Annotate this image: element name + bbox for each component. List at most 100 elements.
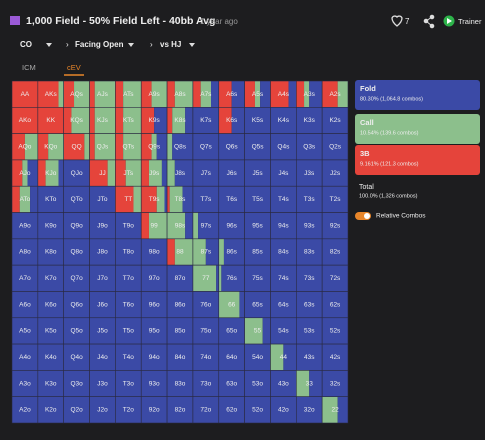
age: 1 year ago <box>200 17 238 26</box>
tab-active[interactable]: cEV <box>67 63 81 72</box>
mix-segment <box>270 212 297 239</box>
mix-segment <box>218 238 224 266</box>
mix-segment <box>115 238 142 266</box>
mix-segment <box>89 370 116 397</box>
mix-segment <box>63 396 90 423</box>
mix-segment <box>24 133 38 160</box>
mix-segment <box>167 344 193 371</box>
mix-segment <box>270 238 297 266</box>
mix-segment <box>244 238 271 266</box>
hand-label: 82s <box>330 249 341 256</box>
mix-segment <box>254 81 261 108</box>
hand-label: A5o <box>19 328 31 335</box>
mix-segment <box>89 133 95 160</box>
hand-label: JTs <box>123 170 134 177</box>
mix-segment <box>22 159 28 187</box>
hand-label: J6o <box>97 301 108 308</box>
hand-label: 97o <box>149 275 160 282</box>
mix-segment <box>37 133 49 160</box>
like-count: 7 <box>405 17 410 26</box>
mix-segment <box>12 370 38 397</box>
mix-segment <box>167 265 193 292</box>
mix-segment <box>172 107 186 134</box>
mix-segment <box>192 159 219 187</box>
tab[interactable]: ICM <box>22 63 36 72</box>
mix-segment <box>89 291 116 318</box>
hand-label: J2s <box>330 170 341 177</box>
filter[interactable]: Facing Open <box>75 40 124 49</box>
hand-label: T6s <box>226 196 238 203</box>
hand-label: T4o <box>123 354 135 361</box>
hand-label: QTs <box>123 143 135 150</box>
trainer[interactable]: Trainer <box>458 17 482 26</box>
hand-label: K7o <box>45 275 57 282</box>
mix-segment <box>244 396 271 423</box>
mix-segment <box>141 159 149 187</box>
filter[interactable]: CO <box>20 40 32 49</box>
mix-segment <box>161 159 168 187</box>
hand-label: 86o <box>175 301 186 308</box>
mix-segment <box>167 159 175 187</box>
mix-segment <box>192 291 219 318</box>
mix-segment <box>37 186 64 213</box>
hand-label: K4o <box>45 354 57 361</box>
hand-label: Q7s <box>200 143 213 150</box>
hand-label: TT <box>124 196 132 203</box>
mix-segment <box>12 159 23 187</box>
mix-segment <box>115 396 142 423</box>
mix-segment <box>167 317 193 345</box>
mix-segment <box>218 186 245 213</box>
mix-segment <box>45 159 59 187</box>
hand-label: 66 <box>228 301 236 308</box>
mix-segment <box>48 133 64 160</box>
hand-label: J5o <box>97 328 108 335</box>
mix-segment <box>172 133 193 160</box>
hand-label: 42o <box>278 407 289 414</box>
mix-segment <box>174 81 193 108</box>
hand-label: 43s <box>304 354 315 361</box>
mix-segment <box>244 81 255 108</box>
hand-label: J9o <box>97 222 108 229</box>
mix-segment <box>12 265 38 292</box>
hand-label: 93s <box>304 222 315 229</box>
hand-label: K6o <box>45 301 57 308</box>
mix-segment <box>296 396 323 423</box>
hand-label: Q9o <box>70 222 83 229</box>
mix-segment <box>296 159 323 187</box>
hand-label: A2o <box>19 407 31 414</box>
mix-segment <box>244 133 271 160</box>
mix-segment <box>322 107 348 134</box>
mix-segment <box>283 344 297 371</box>
hand-label: Q6o <box>70 301 83 308</box>
mix-segment <box>244 291 271 318</box>
hand-label: QJo <box>71 170 83 177</box>
mix-segment <box>94 81 116 108</box>
mix-segment <box>141 238 168 266</box>
mix-segment <box>141 344 168 371</box>
hand-label: 96o <box>149 301 160 308</box>
mix-segment <box>125 159 142 187</box>
mix-segment <box>322 370 348 397</box>
mix-segment <box>27 159 38 187</box>
action-box <box>355 145 480 175</box>
hand-label: Q8s <box>174 143 187 150</box>
mix-segment <box>182 186 193 213</box>
hand-label: A7o <box>19 275 31 282</box>
mix-segment <box>63 107 72 134</box>
filter[interactable]: vs HJ <box>160 40 181 49</box>
share-icon[interactable] <box>423 14 435 29</box>
mix-segment <box>167 396 193 423</box>
like-icon[interactable] <box>391 15 403 27</box>
mix-segment <box>244 159 271 187</box>
mix-segment <box>167 212 186 239</box>
mix-segment <box>37 212 64 239</box>
mix-segment <box>63 344 90 371</box>
hand-label: T2o <box>123 407 135 414</box>
mix-segment <box>167 81 175 108</box>
mix-segment <box>198 212 219 239</box>
hand-label: K9o <box>45 222 57 229</box>
hand-label: JJ <box>99 170 106 177</box>
mix-segment <box>58 159 64 187</box>
hand-label: 95o <box>149 328 160 335</box>
hand-label: 93o <box>149 380 160 387</box>
